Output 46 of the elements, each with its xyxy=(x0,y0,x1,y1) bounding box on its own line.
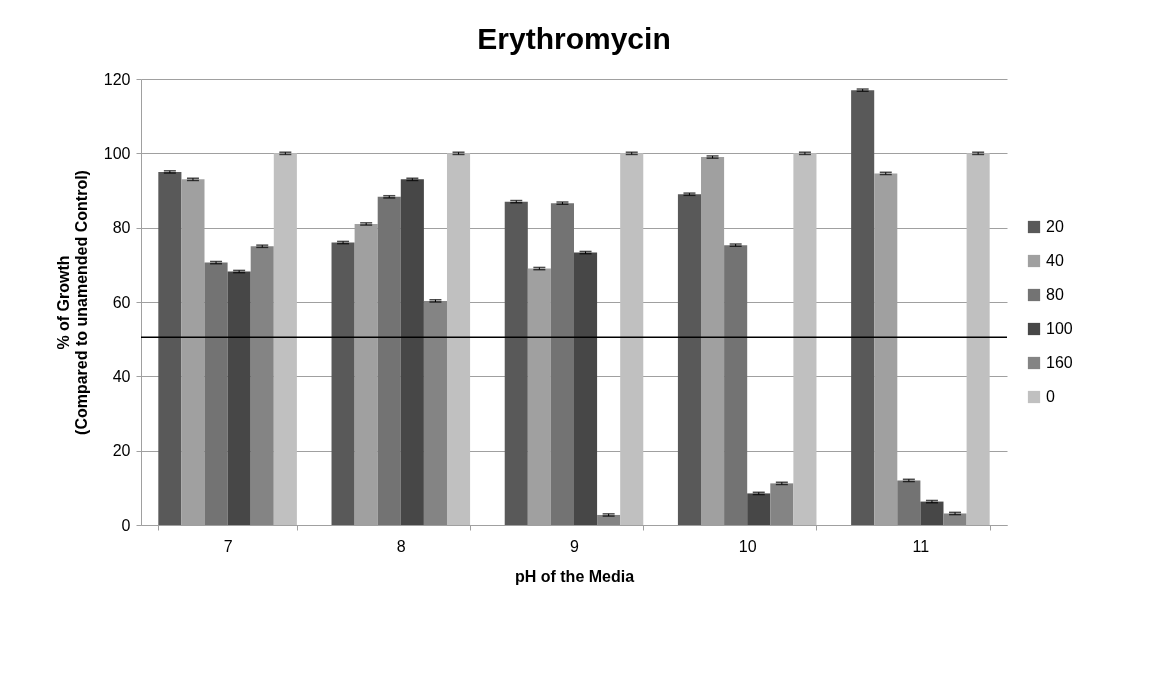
legend-label: 80 xyxy=(1046,286,1064,303)
x-tick-label: 9 xyxy=(570,537,580,555)
bar xyxy=(620,153,644,525)
bar xyxy=(227,271,251,525)
legend-label: 0 xyxy=(1046,388,1055,405)
y-tick-label: 40 xyxy=(112,367,131,385)
y-tick-label: 20 xyxy=(112,442,131,460)
legend-label: 20 xyxy=(1046,218,1064,235)
y-tick-label: 80 xyxy=(112,219,131,237)
bar xyxy=(747,493,771,525)
bar xyxy=(400,179,424,525)
bar xyxy=(158,171,182,525)
bar xyxy=(943,513,967,525)
bar xyxy=(677,194,702,525)
y-tick-label: 100 xyxy=(103,144,131,162)
legend-label: 160 xyxy=(1046,354,1073,371)
x-tick-label: 10 xyxy=(738,537,757,555)
bar xyxy=(793,153,817,525)
bar xyxy=(423,300,447,525)
bar xyxy=(504,201,528,525)
x-tick-label: 8 xyxy=(396,537,406,555)
bar xyxy=(550,203,574,525)
bar xyxy=(377,196,401,525)
bar xyxy=(920,501,944,525)
x-tick-label: 7 xyxy=(223,537,233,555)
bar xyxy=(250,246,274,525)
bar xyxy=(770,483,794,525)
bar xyxy=(851,90,875,525)
bar xyxy=(574,252,598,525)
bar xyxy=(331,242,355,525)
bar xyxy=(273,153,297,525)
bar xyxy=(966,153,990,525)
x-axis-title: pH of the Media xyxy=(514,567,635,585)
x-tick-label: 11 xyxy=(912,537,930,555)
chart-title: Erythromycin xyxy=(477,22,671,55)
legend-label: 100 xyxy=(1046,320,1073,337)
legend-label: 40 xyxy=(1046,252,1064,269)
bar xyxy=(446,153,471,525)
bar xyxy=(724,245,748,525)
y-tick-label: 120 xyxy=(103,70,131,88)
y-tick-label: 0 xyxy=(121,516,131,534)
bar xyxy=(897,480,921,525)
y-axis-title: % of Growth (Compared to unamended Control) xyxy=(54,170,90,435)
bar xyxy=(597,514,621,525)
y-tick-label: 60 xyxy=(112,293,131,311)
bar xyxy=(204,262,228,525)
